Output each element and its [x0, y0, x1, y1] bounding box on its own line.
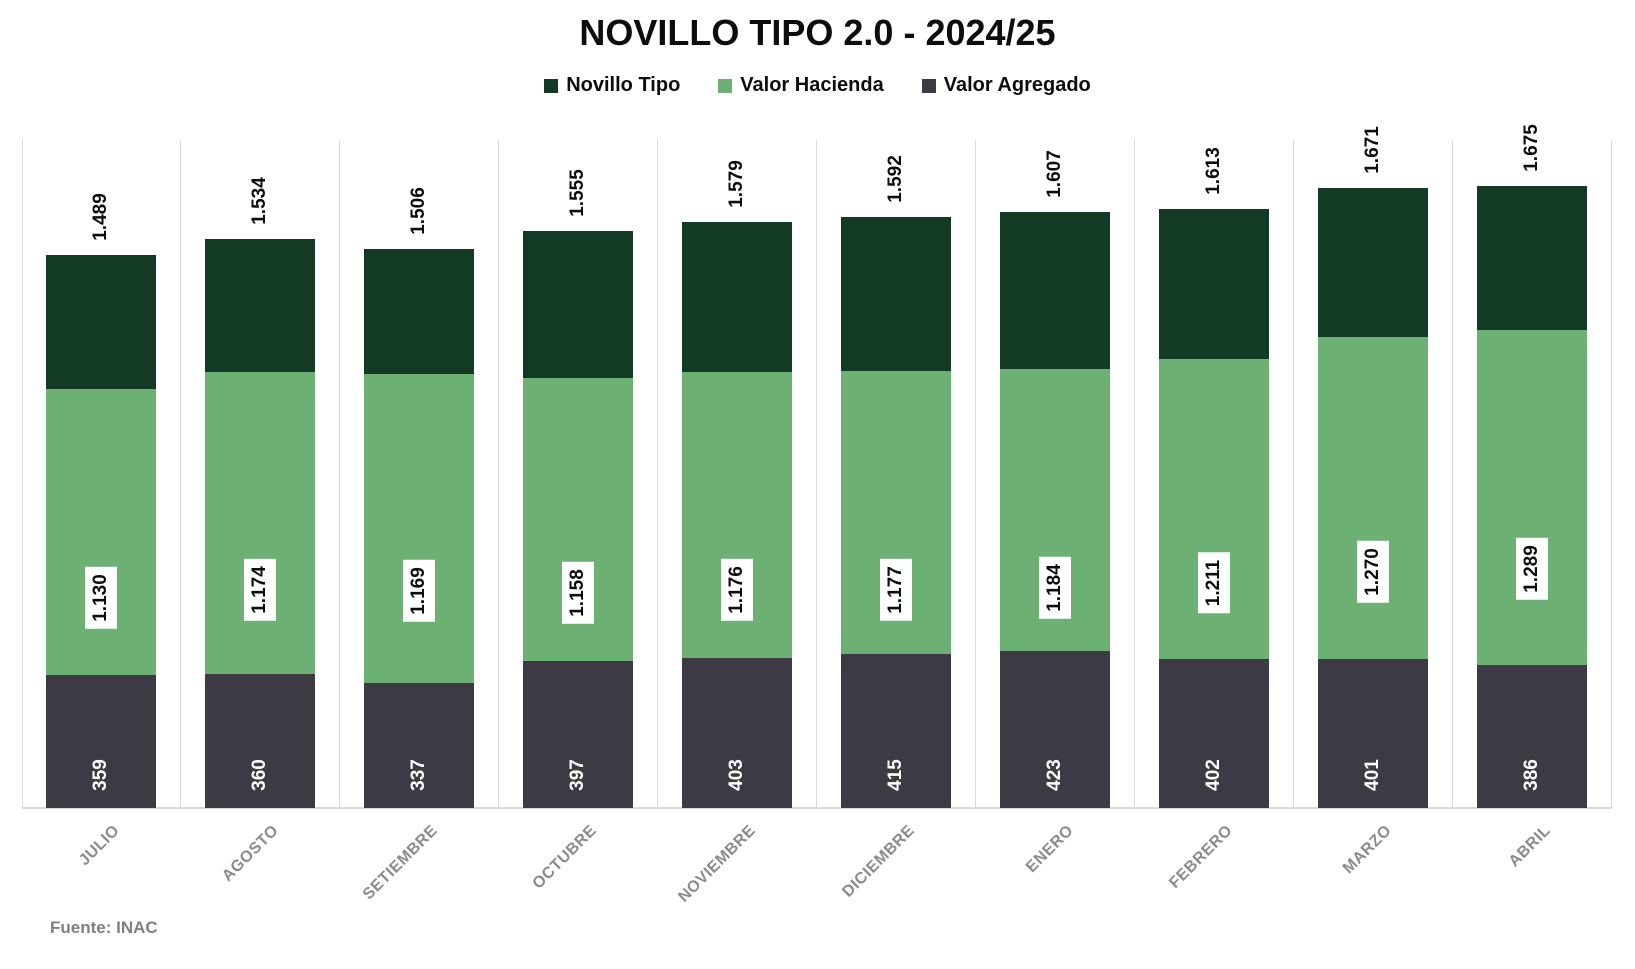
- bar-segment-novillo-tipo: [364, 249, 475, 375]
- bar-segment-valor-agregado: [682, 658, 793, 808]
- valor-hacienda-label: 1.130: [85, 567, 118, 630]
- bar-segment-valor-agregado: [205, 674, 316, 808]
- valor-agregado-label: 401: [1361, 759, 1383, 791]
- gridline: [339, 140, 341, 808]
- bar-total-label: 1.671: [1361, 126, 1383, 174]
- bar-segment-valor-hacienda: [1476, 329, 1587, 665]
- valor-agregado-label: 403: [726, 759, 748, 791]
- legend-label: Valor Agregado: [943, 74, 1091, 96]
- gridline: [180, 140, 182, 808]
- bar-segment-novillo-tipo: [840, 217, 951, 372]
- x-axis-label: MARZO: [1339, 822, 1395, 878]
- valor-hacienda-label: 1.158: [562, 562, 595, 624]
- valor-agregado-label: 402: [1202, 759, 1224, 791]
- valor-agregado-label: 386: [1520, 759, 1542, 791]
- x-axis-label: OCTUBRE: [529, 822, 601, 893]
- bar-segment-valor-agregado: [523, 660, 634, 808]
- bar-segment-valor-hacienda: [1317, 336, 1428, 660]
- legend-label: Novillo Tipo: [566, 74, 681, 96]
- bar-total-label: 1.613: [1202, 147, 1224, 196]
- bar-segment-novillo-tipo: [1476, 186, 1587, 330]
- bar-total-label: 1.506: [408, 187, 430, 235]
- bar-segment-novillo-tipo: [46, 255, 157, 389]
- bar-segment-novillo-tipo: [999, 211, 1110, 369]
- x-axis: JULIO AGOSTO SETIEMBRE OCTUBRE NOVIEMBRE DICI…: [22, 808, 1611, 918]
- plot-area: 1.489 1.130 359 1.534 1.174 360 1.506 1.169 337 1…: [21, 125, 1612, 809]
- legend-swatch-icon: [544, 78, 559, 93]
- bar-segment-novillo-tipo: [205, 238, 316, 373]
- valor-agregado-label: 359: [90, 759, 112, 791]
- legend-item-0: Novillo Tipo: [544, 74, 680, 97]
- valor-hacienda-label: 1.177: [879, 558, 912, 621]
- gridline: [1292, 140, 1294, 808]
- legend-label: Valor Hacienda: [740, 74, 884, 96]
- x-axis-label: SETIEMBRE: [360, 822, 442, 904]
- valor-hacienda-label: 1.270: [1356, 541, 1389, 604]
- bar-segment-novillo-tipo: [1158, 209, 1269, 359]
- valor-hacienda-label: 1.176: [721, 559, 754, 621]
- valor-hacienda-label: 1.184: [1038, 557, 1071, 620]
- x-axis-label: JULIO: [76, 822, 124, 870]
- x-axis-label: NOVIEMBRE: [675, 822, 760, 906]
- valor-agregado-label: 360: [249, 759, 271, 791]
- bar-segment-valor-hacienda: [46, 388, 157, 675]
- bar-segment-valor-agregado: [1317, 659, 1428, 808]
- source-note: Fuente: INAC: [50, 918, 158, 937]
- x-axis-label: ABRIL: [1505, 822, 1554, 871]
- x-axis-label: ENERO: [1022, 822, 1077, 877]
- bar-segment-valor-hacienda: [1158, 358, 1269, 659]
- bar-total-label: 1.675: [1520, 124, 1542, 173]
- legend-item-1: Valor Hacienda: [718, 74, 884, 97]
- valor-agregado-label: 423: [1043, 759, 1065, 791]
- valor-hacienda-label: 1.174: [244, 559, 277, 621]
- gridline: [1451, 140, 1453, 808]
- bar-total-label: 1.607: [1043, 149, 1065, 198]
- valor-agregado-label: 397: [567, 759, 589, 791]
- bar-segment-valor-agregado: [364, 682, 475, 808]
- bar-total-label: 1.489: [90, 193, 112, 242]
- bar-segment-valor-hacienda: [364, 374, 475, 683]
- bar-total-label: 1.534: [249, 176, 271, 225]
- bar-segment-novillo-tipo: [682, 222, 793, 372]
- valor-hacienda-label: 1.169: [403, 560, 436, 622]
- valor-agregado-label: 415: [884, 759, 906, 791]
- gridline: [657, 140, 659, 808]
- legend: Novillo Tipo Valor Hacienda Valor Agregado: [0, 74, 1635, 97]
- chart-title: NOVILLO TIPO 2.0 - 2024/25: [579, 12, 1056, 53]
- valor-agregado-label: 337: [408, 759, 430, 791]
- gridline: [498, 140, 500, 808]
- x-axis-label: DICIEMBRE: [839, 822, 918, 901]
- legend-swatch-icon: [921, 78, 936, 93]
- bar-segment-novillo-tipo: [523, 230, 634, 379]
- bar-total-label: 1.592: [884, 155, 906, 203]
- x-axis-label: FEBRERO: [1165, 822, 1236, 892]
- bar-segment-valor-agregado: [1158, 658, 1269, 808]
- bar-total-label: 1.555: [567, 169, 589, 217]
- bar-total-label: 1.579: [726, 160, 748, 208]
- legend-item-2: Valor Agregado: [921, 74, 1091, 97]
- gridline: [816, 140, 817, 808]
- bar-segment-valor-agregado: [1476, 664, 1587, 808]
- x-axis-line: [22, 807, 1611, 809]
- gridline: [21, 140, 23, 808]
- bar-segment-valor-hacienda: [205, 372, 316, 675]
- bar-segment-valor-agregado: [840, 654, 951, 808]
- bar-segment-novillo-tipo: [1317, 187, 1428, 337]
- gridline: [1133, 140, 1135, 808]
- valor-hacienda-label: 1.211: [1197, 553, 1230, 614]
- legend-swatch-icon: [718, 78, 733, 93]
- bar-segment-valor-agregado: [46, 674, 157, 808]
- x-axis-label: AGOSTO: [219, 822, 283, 885]
- valor-hacienda-label: 1.289: [1515, 538, 1548, 600]
- gridline: [1610, 140, 1612, 808]
- bar-segment-valor-agregado: [999, 651, 1110, 808]
- gridline: [974, 140, 976, 808]
